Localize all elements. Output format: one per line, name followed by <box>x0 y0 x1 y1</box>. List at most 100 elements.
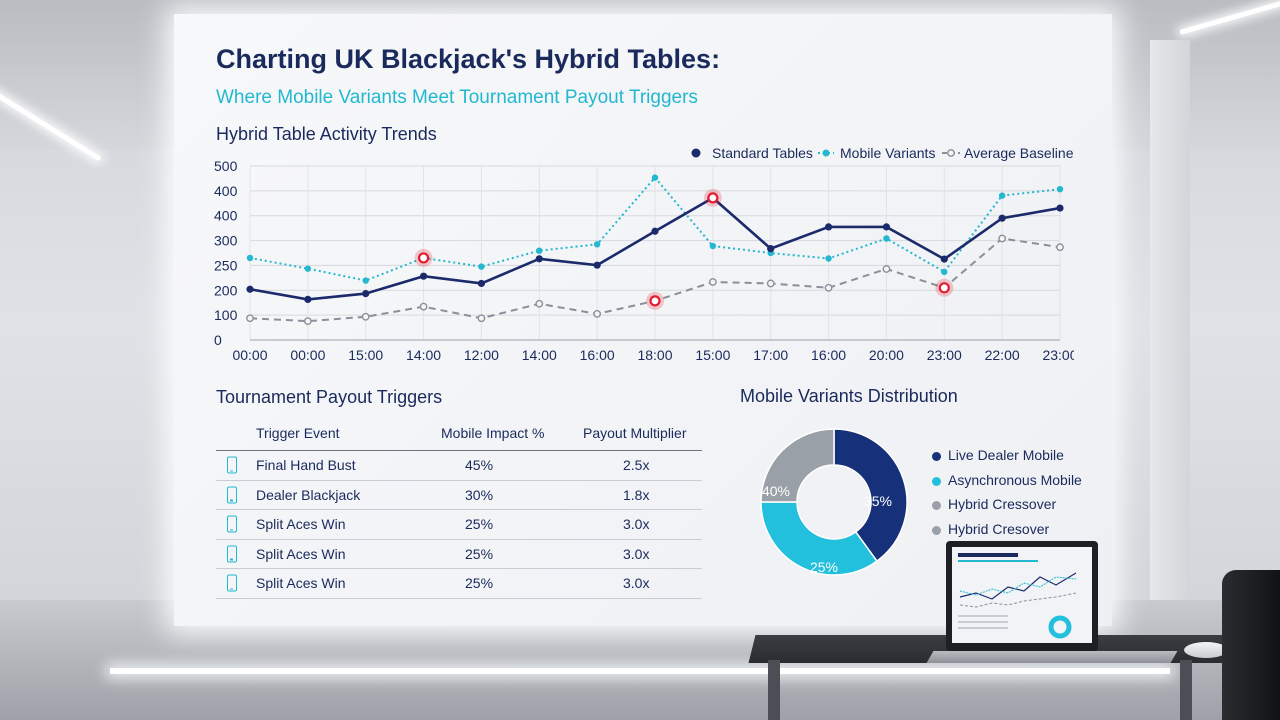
legend-dot <box>932 525 941 535</box>
data-point <box>767 245 775 253</box>
legend-label: Live Dealer Mobile <box>948 447 1064 463</box>
mini-title-bar <box>958 553 1018 557</box>
x-tick-label: 00:00 <box>232 347 267 363</box>
data-point <box>478 263 485 270</box>
column-header-trigger-event: Trigger Event <box>256 425 340 441</box>
data-point <box>825 255 832 262</box>
x-tick-label: 22:00 <box>985 347 1020 363</box>
table-row: Dealer Blackjack 30% 1.8x <box>216 481 702 510</box>
mobile-phone-icon <box>227 545 237 563</box>
donut-slice-label: 35% <box>864 493 892 509</box>
x-tick-label: 16:00 <box>811 347 846 363</box>
table-row: Split Aces Win 25% 3.0x <box>216 510 702 540</box>
donut-slice-label: 40% <box>762 483 790 499</box>
highlight-point <box>417 252 430 264</box>
mobile-phone-icon <box>227 515 237 533</box>
donut-slice <box>760 428 835 503</box>
data-point <box>419 302 428 311</box>
data-point <box>477 314 486 323</box>
y-tick-label: 500 <box>214 158 238 174</box>
x-tick-label: 23:00 <box>927 347 962 363</box>
payout-multiplier-cell: 3.0x <box>623 575 650 592</box>
legend-marker <box>691 148 701 158</box>
mobile-phone-icon <box>227 486 237 504</box>
data-point <box>246 314 254 323</box>
floor-light-strip <box>110 668 1170 674</box>
wall-pillar <box>1150 40 1190 610</box>
donut-slice-label: 25% <box>810 559 838 575</box>
data-point <box>651 227 659 235</box>
desk-leg <box>1180 660 1192 720</box>
column-header-mobile-impact: Mobile Impact % <box>441 425 545 441</box>
legend-label: Mobile Variants <box>840 145 935 161</box>
data-point <box>940 255 948 263</box>
data-point <box>246 254 254 262</box>
data-point <box>535 255 543 263</box>
y-tick-label: 250 <box>214 257 238 273</box>
column-header-payout-multiplier: Payout Multiplier <box>583 425 687 441</box>
data-point <box>536 247 543 254</box>
data-point <box>303 317 312 326</box>
mobile-variants-donut-chart: 40% 35% 25% <box>760 428 908 576</box>
legend-marker <box>822 149 830 157</box>
laptop-mini-dashboard <box>958 553 1077 639</box>
data-point <box>593 309 602 318</box>
mobile-impact-cell: 25% <box>465 545 494 562</box>
trigger-event-cell: Final Hand Bust <box>256 457 356 474</box>
mini-subtitle-bar <box>958 560 1038 562</box>
trigger-event-cell: Split Aces Win <box>256 575 346 592</box>
mini-table-line <box>958 615 1008 617</box>
legend-marker <box>947 149 955 157</box>
mobile-impact-cell: 45% <box>465 457 494 474</box>
office-chair <box>1222 570 1280 720</box>
data-point <box>998 214 1006 222</box>
data-point <box>708 278 717 286</box>
laptop <box>946 541 1098 651</box>
donut-slice <box>833 428 908 563</box>
highlight-point <box>649 295 661 307</box>
display-screen: Charting UK Blackjack's Hybrid Tables: W… <box>174 14 1112 626</box>
y-tick-label: 0 <box>214 332 222 348</box>
data-point <box>883 235 890 242</box>
data-point <box>998 234 1007 243</box>
data-point <box>246 285 254 293</box>
data-point <box>824 283 833 292</box>
table-row: Final Hand Bust 45% 2.5x <box>216 451 702 481</box>
mobile-impact-cell: 25% <box>465 516 494 533</box>
y-tick-label: 100 <box>214 307 238 323</box>
table-row: Split Aces Win 25% 3.0x <box>216 569 702 599</box>
mini-donut <box>1048 615 1072 639</box>
trigger-event-cell: Split Aces Win <box>256 516 346 533</box>
payout-multiplier-cell: 3.0x <box>623 545 650 562</box>
data-point <box>361 312 370 321</box>
x-tick-label: 00:00 <box>290 347 325 363</box>
highlight-point <box>707 192 719 204</box>
data-point <box>304 265 312 272</box>
table-header-row: Trigger Event Mobile Impact % Payout Mul… <box>216 416 702 451</box>
donut-slice <box>760 501 878 576</box>
mobile-phone-icon <box>227 574 237 592</box>
y-tick-label: 400 <box>214 183 238 199</box>
x-tick-label: 14:00 <box>522 347 557 363</box>
data-point <box>362 290 370 298</box>
data-point <box>709 242 717 250</box>
legend-label: Asynchronous Mobile <box>948 471 1082 488</box>
data-point <box>824 223 833 231</box>
mini-line-cyan <box>959 576 1077 596</box>
x-tick-label: 17:00 <box>753 347 788 363</box>
data-point <box>477 279 486 288</box>
donut-chart-title: Mobile Variants Distribution <box>740 386 958 406</box>
data-point <box>1056 243 1064 252</box>
trigger-event-cell: Split Aces Win <box>256 545 346 562</box>
highlight-point <box>938 282 950 294</box>
data-point <box>651 174 659 181</box>
payout-multiplier-cell: 3.0x <box>623 516 650 533</box>
mobile-impact-cell: 25% <box>465 575 494 592</box>
activity-line-chart: 500 400 400 300 250 200 100 0 00:00 00:00 15:00 14:… <box>214 145 1074 363</box>
x-tick-label: 15:00 <box>348 347 383 363</box>
mini-table-line <box>958 621 1008 623</box>
legend-label: Standard Tables <box>712 145 813 161</box>
x-tick-label: 14:00 <box>406 347 441 363</box>
payout-triggers-table: Trigger Event Mobile Impact % Payout Mul… <box>216 416 702 599</box>
computer-mouse <box>1184 642 1228 658</box>
